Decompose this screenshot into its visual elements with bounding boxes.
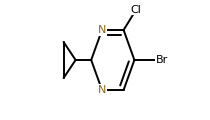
Text: N: N: [98, 25, 106, 35]
Text: Br: Br: [155, 55, 168, 65]
Text: Cl: Cl: [131, 5, 142, 15]
Text: N: N: [98, 85, 106, 95]
